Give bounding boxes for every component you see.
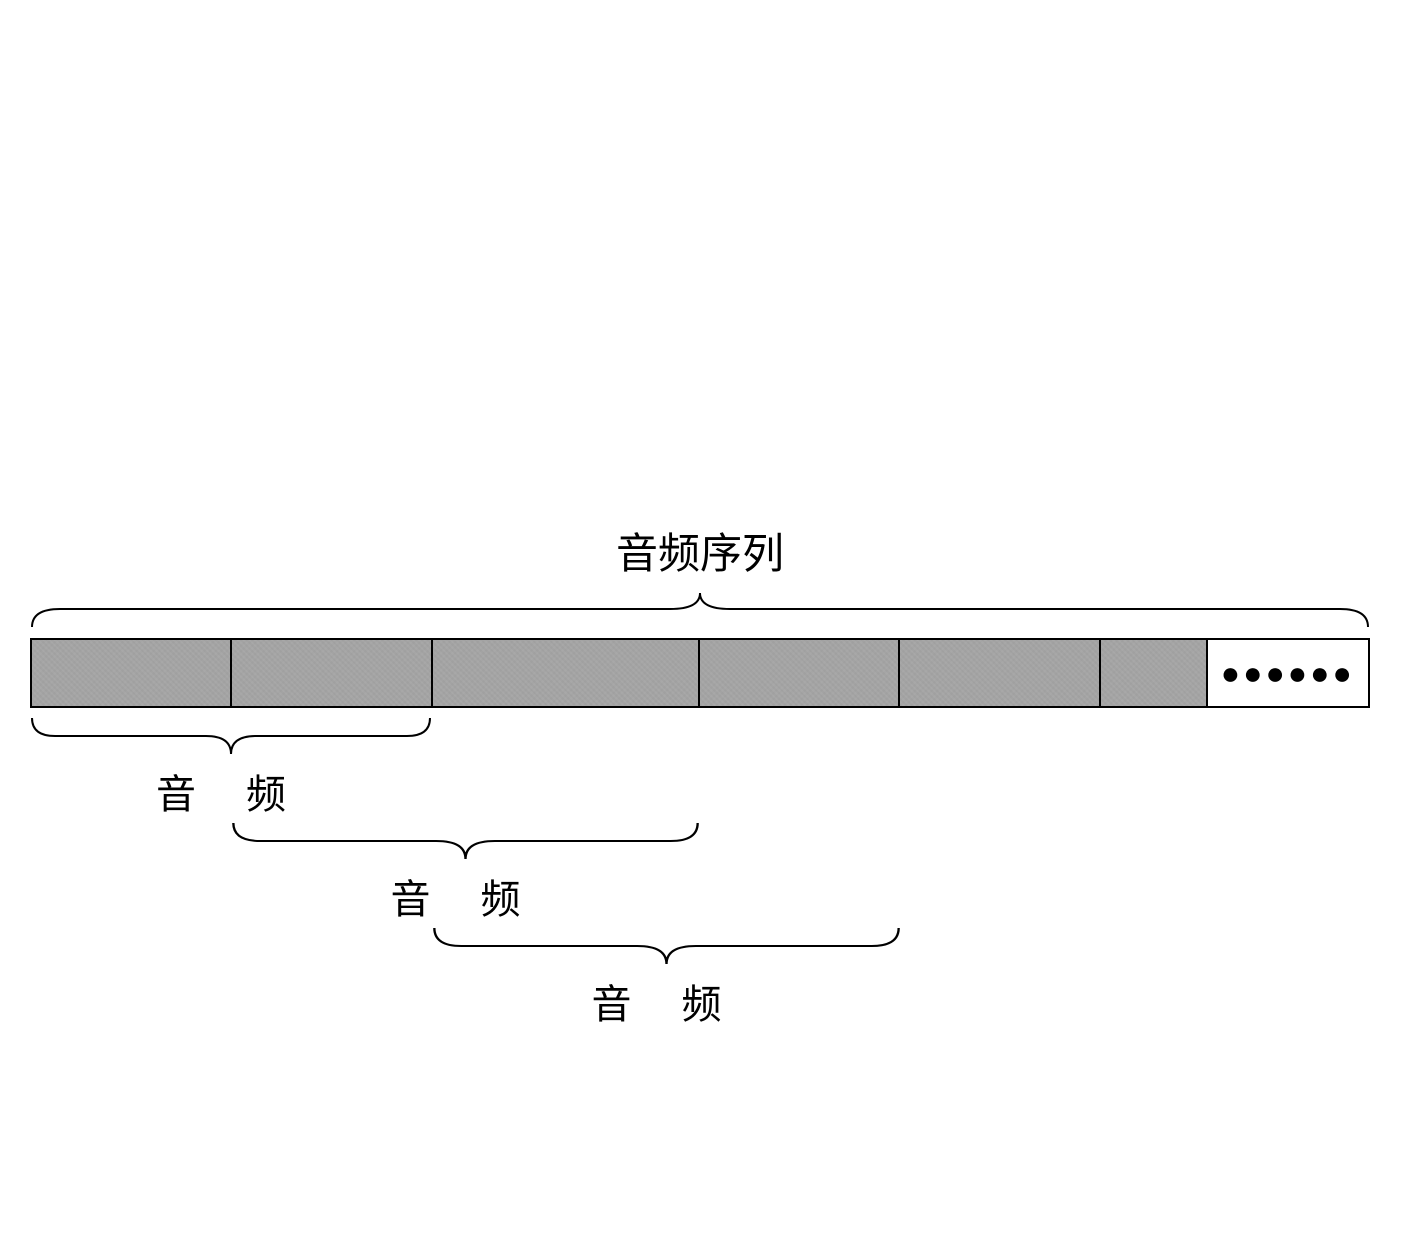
audio-cell — [1101, 640, 1208, 706]
audio-bracket: 音 频 — [432, 926, 901, 1030]
audio-sequence-diagram: 音频序列 ●●●●●● 音 频音 频音 频 — [30, 520, 1370, 1036]
sequence-title-text: 音频序列 — [616, 532, 784, 578]
bracket-icon — [432, 926, 901, 966]
audio-cell — [433, 640, 700, 706]
audio-cell — [900, 640, 1100, 706]
sequence-title: 音频序列 — [30, 520, 1370, 581]
top-brace — [30, 589, 1370, 629]
bracket-icon — [30, 716, 432, 756]
audio-bracket: 音 频 — [231, 821, 700, 925]
ellipsis-cell: ●●●●●● — [1208, 640, 1368, 706]
brackets-area: 音 频音 频音 频 — [30, 716, 1370, 1036]
audio-cell — [232, 640, 432, 706]
sequence-bar: ●●●●●● — [30, 638, 1370, 708]
audio-cell — [32, 640, 232, 706]
bracket-label: 音 频 — [432, 972, 901, 1030]
bracket-icon — [231, 821, 700, 861]
audio-cell — [700, 640, 900, 706]
bracket-label: 音 频 — [231, 867, 700, 925]
bracket-label: 音 频 — [30, 762, 432, 820]
audio-bracket: 音 频 — [30, 716, 432, 820]
